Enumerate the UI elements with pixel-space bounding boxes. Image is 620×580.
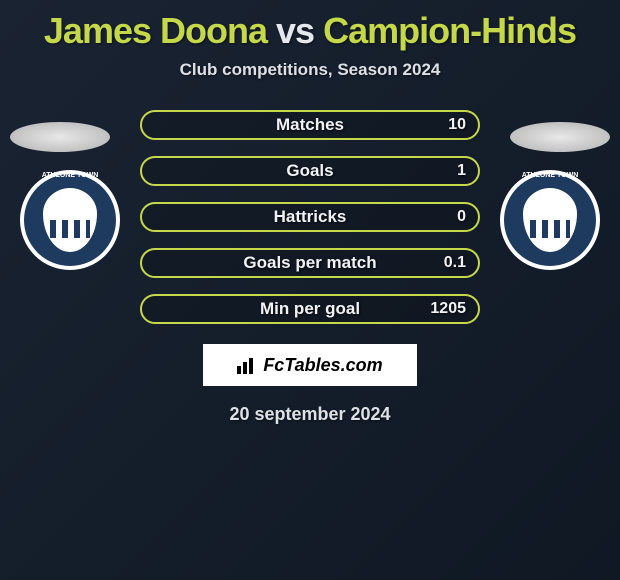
- stat-label: Min per goal: [260, 299, 360, 319]
- stat-label: Hattricks: [274, 207, 347, 227]
- stat-row-goals-per-match: Goals per match 0.1: [140, 248, 480, 278]
- player1-name: James Doona: [44, 10, 267, 51]
- stat-row-hattricks: Hattricks 0: [140, 202, 480, 232]
- club-name-right: ATHLONE TOWN: [504, 172, 596, 179]
- stat-label: Matches: [276, 115, 344, 135]
- bar-chart-icon: [237, 356, 259, 374]
- stat-row-matches: Matches 10: [140, 110, 480, 140]
- stat-value: 1: [457, 162, 466, 180]
- stat-value: 1205: [430, 300, 466, 318]
- player2-avatar-slot: [510, 122, 610, 152]
- vs-text: vs: [276, 10, 314, 51]
- crest-right: [523, 188, 577, 252]
- crest-left: [43, 188, 97, 252]
- logo-box: FcTables.com: [203, 344, 417, 386]
- crest-stripes-right: [530, 220, 570, 238]
- stat-row-min-per-goal: Min per goal 1205: [140, 294, 480, 324]
- stat-value: 0: [457, 208, 466, 226]
- stat-label: Goals per match: [243, 253, 376, 273]
- stat-row-goals: Goals 1: [140, 156, 480, 186]
- player2-name: Campion-Hinds: [323, 10, 576, 51]
- stat-value: 0.1: [444, 254, 466, 272]
- subtitle: Club competitions, Season 2024: [0, 60, 620, 80]
- club-badge-left: ATHLONE TOWN: [20, 170, 120, 270]
- stat-value: 10: [448, 116, 466, 134]
- club-badge-right: ATHLONE TOWN: [500, 170, 600, 270]
- logo: FcTables.com: [237, 355, 382, 376]
- crest-stripes-left: [50, 220, 90, 238]
- logo-text: FcTables.com: [263, 355, 382, 376]
- club-name-left: ATHLONE TOWN: [24, 172, 116, 179]
- date: 20 september 2024: [0, 404, 620, 425]
- player1-avatar-slot: [10, 122, 110, 152]
- page-title: James Doona vs Campion-Hinds: [0, 0, 620, 52]
- stat-label: Goals: [286, 161, 333, 181]
